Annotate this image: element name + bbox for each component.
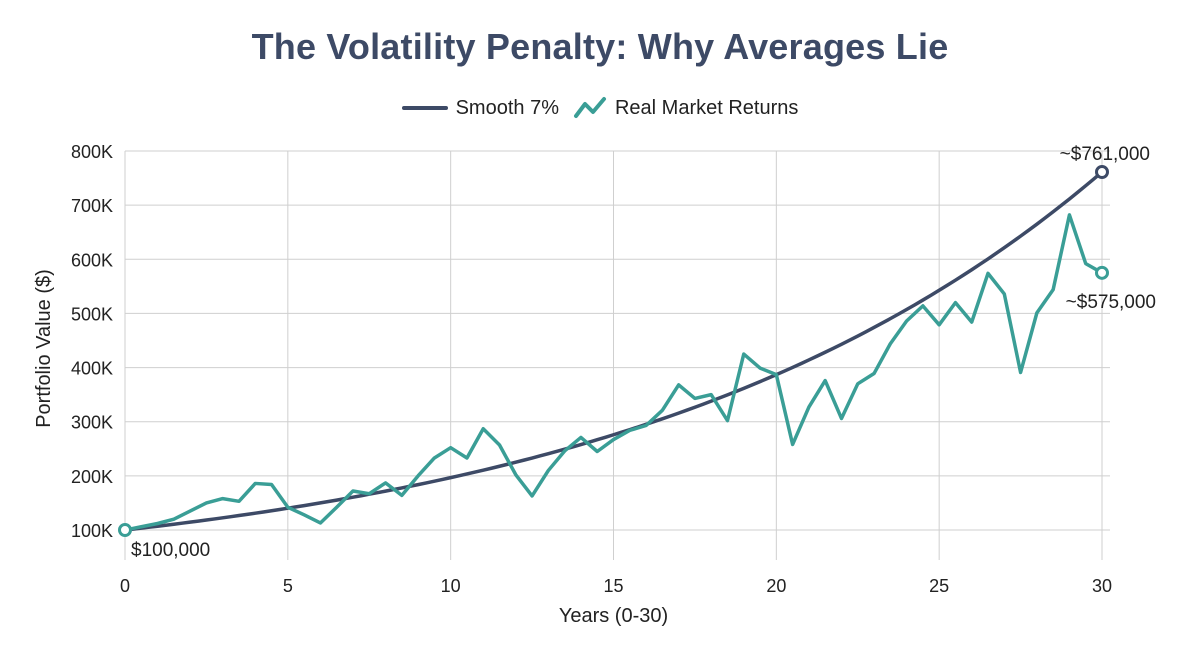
legend-item-smooth: Smooth 7%	[401, 96, 559, 120]
y-tick-label: 300K	[71, 413, 113, 433]
smooth-end-marker	[1095, 164, 1109, 179]
y-axis-title: Portfolio Value ($)	[33, 269, 55, 428]
x-tick-label: 5	[283, 576, 293, 596]
y-tick-label: 500K	[71, 304, 113, 324]
x-tick-label: 10	[441, 576, 461, 596]
legend-zigzag-icon	[573, 97, 606, 118]
x-axis-title: Years (0-30)	[559, 605, 668, 627]
x-tick-label: 15	[603, 576, 623, 596]
series-line-real	[123, 213, 1104, 532]
x-tick-label: 0	[120, 576, 130, 596]
x-tick-label: 25	[929, 576, 949, 596]
x-tick-label: 20	[766, 576, 786, 596]
y-tick-label: 400K	[71, 359, 113, 379]
chart-legend: Smooth 7% Real Market Returns	[0, 96, 1200, 120]
legend-label-smooth: Smooth 7%	[455, 96, 559, 119]
y-tick-label: 800K	[71, 142, 113, 162]
annotation-real-end: ~$575,000	[1066, 292, 1156, 313]
start-marker	[118, 523, 132, 537]
y-tick-label: 200K	[71, 467, 113, 487]
annotation-smooth-end: ~$761,000	[1060, 144, 1150, 165]
annotation-start: $100,000	[131, 540, 210, 561]
legend-item-real: Real Market Returns	[573, 96, 798, 120]
y-tick-label: 600K	[71, 250, 113, 270]
x-tick-label: 30	[1092, 576, 1112, 596]
legend-line-smooth-icon	[401, 106, 448, 110]
legend-label-real: Real Market Returns	[614, 96, 799, 119]
real-end-marker	[1095, 265, 1109, 280]
y-tick-label: 100K	[71, 521, 113, 541]
chart-title: The Volatility Penalty: Why Averages Lie	[251, 26, 949, 67]
y-tick-label: 700K	[71, 196, 113, 216]
